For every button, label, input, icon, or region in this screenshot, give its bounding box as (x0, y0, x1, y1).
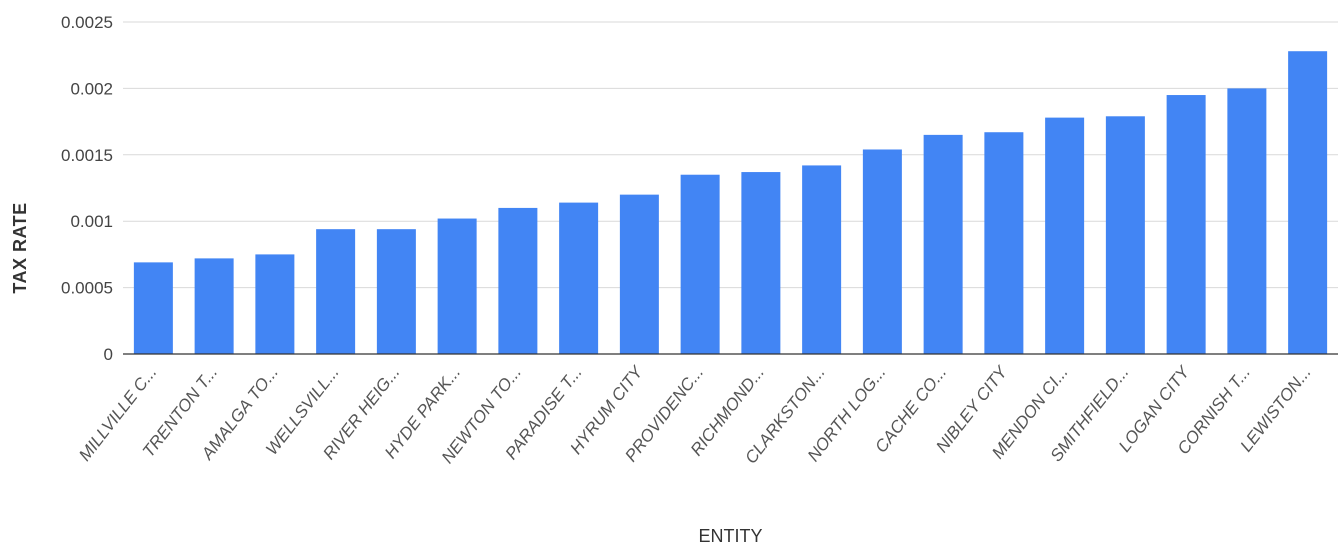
bar (680, 174, 720, 354)
bar (1045, 117, 1085, 354)
x-axis-ticks: MILLVILLE C...TRENTON T...AMALGA TO...WE… (75, 361, 1315, 467)
bar (316, 229, 356, 354)
bar (376, 229, 416, 354)
bar (133, 262, 173, 354)
bar (1105, 116, 1145, 355)
bars (133, 51, 1328, 355)
bar (437, 218, 477, 354)
bar (862, 149, 902, 354)
bar (984, 132, 1024, 354)
bar (559, 202, 599, 354)
gridlines (123, 21, 1338, 289)
bar (741, 172, 781, 354)
y-axis-ticks: 0 0.0005 0.001 0.0015 0.002 0.0025 (61, 13, 113, 364)
x-axis-title: ENTITY (698, 526, 762, 546)
y-tick-label: 0.001 (70, 212, 113, 231)
y-tick-label: 0.002 (70, 79, 113, 98)
bar (1227, 88, 1267, 355)
bar (923, 134, 963, 354)
y-tick-label: 0.0005 (61, 279, 113, 298)
y-tick-label: 0.0015 (61, 146, 113, 165)
y-axis-title: TAX RATE (10, 202, 30, 293)
bar (498, 207, 538, 354)
bar (194, 258, 234, 354)
bar (619, 194, 659, 354)
y-tick-label: 0 (104, 345, 113, 364)
y-tick-label: 0.0025 (61, 13, 113, 32)
bar (802, 165, 842, 354)
bar (255, 254, 295, 354)
bar (1288, 51, 1328, 354)
bar (1166, 95, 1206, 354)
